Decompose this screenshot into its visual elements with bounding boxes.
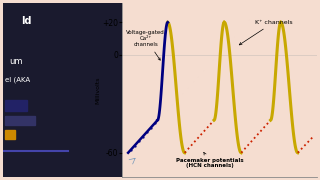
Text: ld: ld <box>21 16 31 26</box>
Y-axis label: Millivolts: Millivolts <box>96 76 101 104</box>
Text: K⁺ channels: K⁺ channels <box>239 20 292 45</box>
Text: um: um <box>9 57 22 66</box>
Text: Pacemaker potentials
(HCN channels): Pacemaker potentials (HCN channels) <box>176 152 244 168</box>
Text: Voltage-gated
Ca²⁺
channels: Voltage-gated Ca²⁺ channels <box>126 30 165 60</box>
Bar <box>5 130 15 139</box>
Bar <box>5 100 27 111</box>
Bar <box>5 116 35 125</box>
Text: el (AKA: el (AKA <box>5 76 30 83</box>
